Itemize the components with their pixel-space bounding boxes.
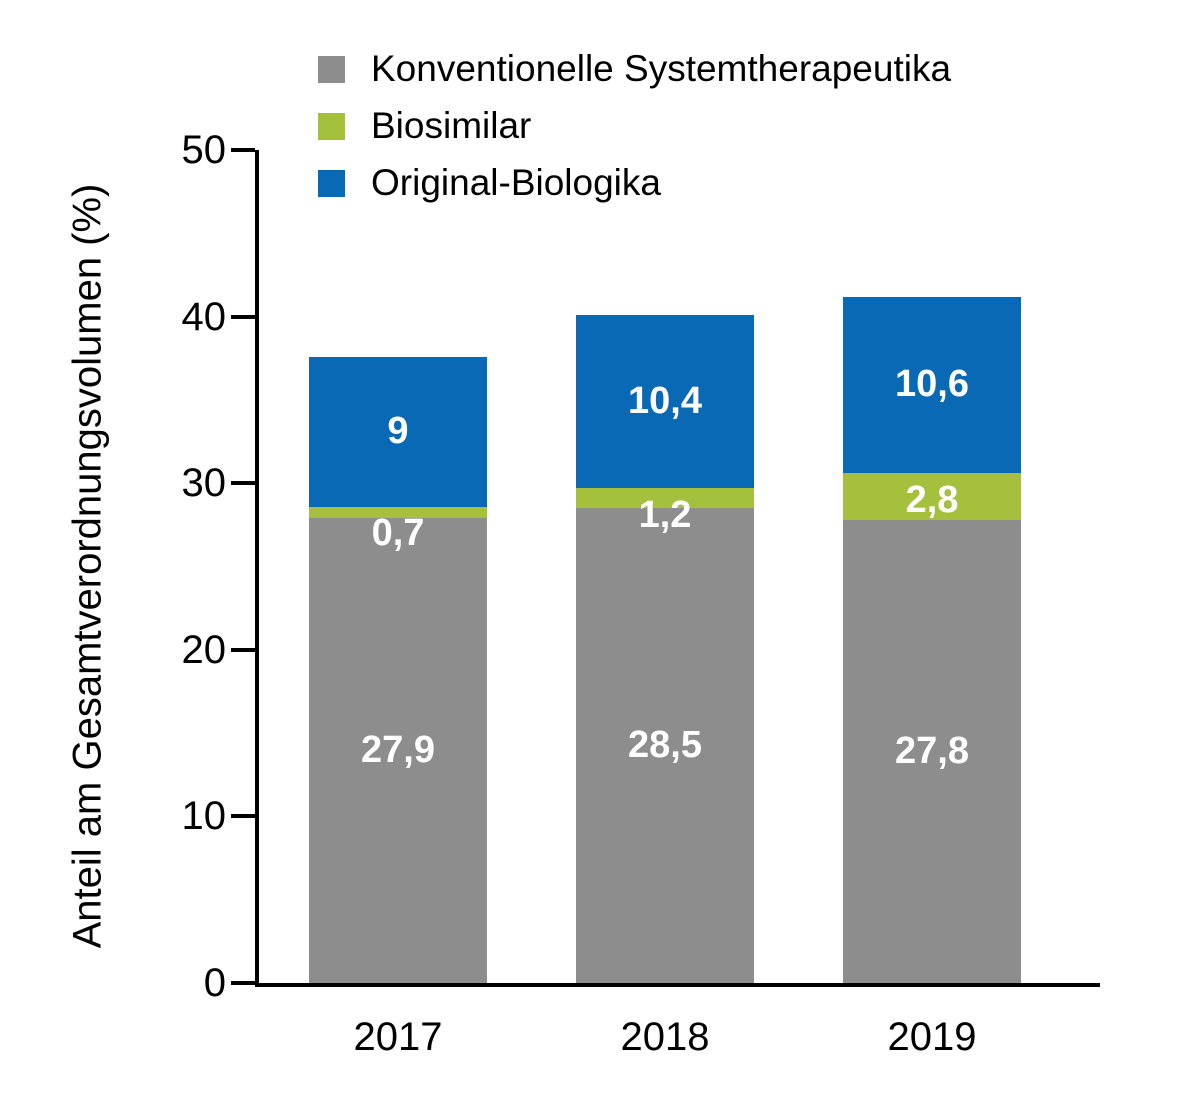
x-tick-label: 2019: [887, 1015, 977, 1059]
x-tick-label: 2018: [620, 1015, 710, 1059]
y-tick-mark: [231, 314, 255, 319]
bar-segment-original-biologika: [576, 314, 754, 489]
legend-item-konventionelle: Konventionelle Systemtherapeutika: [318, 46, 951, 92]
bar-segment-biosimilar: [843, 473, 1021, 520]
bar-segment-konventionelle-systemtherapeutika: [576, 508, 754, 983]
legend: Konventionelle Systemtherapeutika Biosim…: [318, 46, 951, 206]
y-tick-label: 0: [203, 961, 226, 1005]
bar-segment-konventionelle-systemtherapeutika: [309, 518, 487, 983]
legend-swatch-biosimilar: [318, 112, 345, 140]
legend-swatch-original-biologika: [318, 169, 345, 197]
x-tick-label: 2017: [353, 1015, 443, 1059]
plot-area: 27,9 0,7 9 28,5 1,2 10,4 27,8 2,8 10,6: [255, 150, 1100, 987]
legend-label-konventionelle: Konventionelle Systemtherapeutika: [371, 48, 952, 89]
legend-label-biosimilar: Biosimilar: [371, 105, 532, 146]
y-tick-mark: [231, 148, 255, 152]
legend-item-biosimilar: Biosimilar: [318, 103, 951, 149]
y-tick-mark: [231, 981, 255, 985]
bar-segment-biosimilar: [576, 488, 754, 509]
bar-segment-original-biologika: [309, 356, 487, 507]
y-tick-label: 50: [181, 128, 227, 172]
y-tick-marks: [231, 148, 255, 987]
y-tick-labels: 0 10 20 30 40 50: [0, 128, 227, 1005]
x-axis-labels: 2017 2018 2019: [259, 1012, 1100, 1072]
y-tick-label: 20: [181, 627, 227, 672]
y-tick-mark: [231, 647, 255, 652]
legend-label-original-biologika: Original-Biologika: [371, 162, 661, 203]
y-tick-label: 30: [181, 461, 227, 506]
legend-swatch-konventionelle: [318, 55, 345, 83]
bar-segment-konventionelle-systemtherapeutika: [843, 519, 1021, 983]
bar-segment-biosimilar: [309, 506, 487, 519]
y-tick-mark: [231, 481, 255, 486]
y-tick-label: 10: [181, 794, 227, 839]
legend-item-original-biologika: Original-Biologika: [318, 160, 951, 206]
bar-segment-original-biologika: [843, 296, 1021, 474]
y-tick-mark: [231, 814, 255, 819]
y-tick-label: 40: [181, 294, 227, 339]
